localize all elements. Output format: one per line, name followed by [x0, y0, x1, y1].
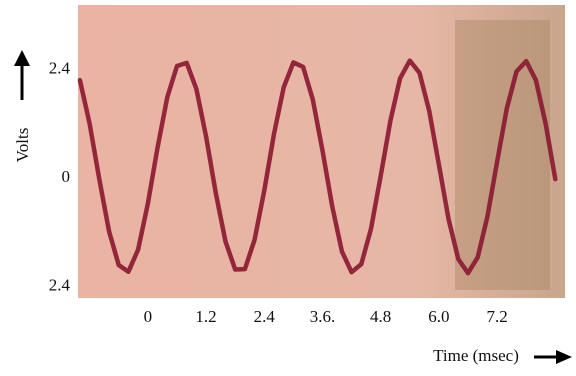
x-tick-label: 2.4	[254, 307, 276, 326]
x-tick-label: 0	[144, 307, 153, 326]
photo-stain	[455, 20, 550, 290]
x-tick-label: 3.6.	[310, 307, 336, 326]
x-axis-label: Time (msec)	[433, 346, 519, 365]
chart: Volts Time (msec) 2.4 0 2.4 0 1.2 2.4 3.6. 4.8 6…	[0, 0, 576, 376]
x-tick-label: 7.2	[486, 307, 507, 326]
y-tick-label: 2.4	[49, 59, 71, 78]
x-axis-arrow-head	[556, 350, 572, 364]
x-tick-label: 1.2	[195, 307, 216, 326]
y-tick-label: 0	[62, 167, 71, 186]
y-axis-arrow-head	[14, 50, 30, 66]
x-tick-label: 4.8	[370, 307, 391, 326]
y-tick-label: 2.4	[49, 276, 71, 295]
y-axis-label: Volts	[13, 128, 32, 163]
x-tick-label: 6.0	[428, 307, 449, 326]
